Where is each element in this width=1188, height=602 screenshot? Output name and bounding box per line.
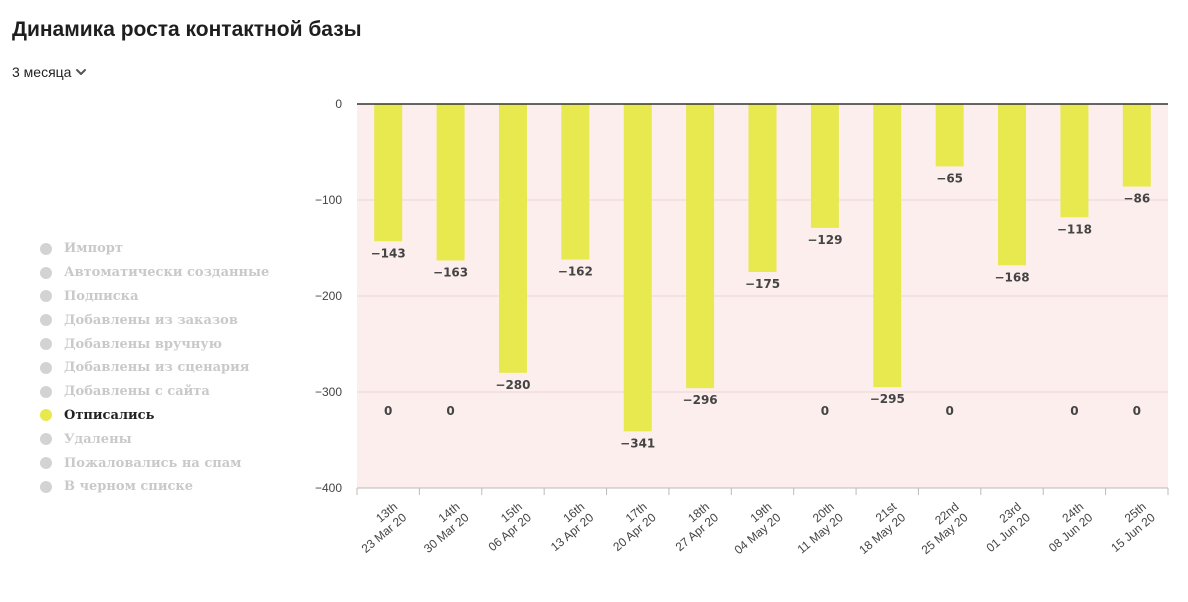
x-tick-label: 25th15 Jun 20 (1099, 499, 1158, 555)
legend-item[interactable]: Добавлены из заказов (40, 308, 269, 332)
legend-dot-icon (40, 314, 52, 327)
x-tick-label: 16th13 Apr 20 (539, 499, 597, 554)
y-tick-label: −300 (315, 385, 342, 399)
data-label: −341 (620, 436, 655, 450)
legend-item-label: Пожаловались на спам (64, 455, 242, 471)
legend-dot-icon (40, 338, 52, 351)
legend-item-label: Удалены (64, 431, 132, 447)
bar (1060, 104, 1089, 218)
data-label: −65 (936, 171, 963, 185)
zero-data-label: 0 (384, 404, 392, 418)
legend-item[interactable]: Добавлены вручную (40, 332, 269, 356)
x-tick-label: 24th08 Jun 20 (1037, 499, 1096, 555)
x-tick-label: 23rd01 Jun 20 (975, 499, 1034, 555)
legend-item-label: В черном списке (64, 479, 194, 495)
bar (498, 104, 527, 373)
data-label: −129 (807, 233, 842, 247)
zero-data-label: 0 (446, 404, 454, 418)
x-tick-label: 14th30 Mar 20 (412, 499, 472, 555)
legend-item[interactable]: В черном списке (40, 475, 269, 499)
legend-item[interactable]: Удалены (40, 427, 269, 451)
y-tick-label: 0 (335, 97, 342, 111)
legend-dot-icon (40, 266, 52, 279)
legend-item-label: Автоматически созданные (64, 265, 270, 281)
legend-item-label: Добавлены из заказов (64, 312, 238, 328)
bar (810, 104, 839, 228)
legend-item[interactable]: Подписка (40, 285, 269, 309)
bar (561, 104, 590, 260)
bar (998, 104, 1027, 266)
data-label: −296 (683, 393, 718, 407)
legend-item[interactable]: Импорт (40, 237, 269, 261)
data-label: −280 (495, 378, 530, 392)
period-dropdown-label: 3 месяца (12, 64, 72, 80)
legend-item[interactable]: Добавлены с сайта (40, 380, 269, 404)
y-tick-label: −400 (315, 481, 342, 495)
x-tick-label: 13th23 Mar 20 (350, 499, 410, 555)
period-dropdown[interactable]: 3 месяца (12, 64, 87, 80)
zero-data-label: 0 (945, 404, 953, 418)
x-tick-label: 21st18 May 20 (847, 499, 908, 557)
legend-item[interactable]: Добавлены из сценария (40, 356, 269, 380)
data-label: −295 (870, 392, 905, 406)
legend-item-label: Подписка (64, 288, 139, 304)
zero-data-label: 0 (1070, 404, 1078, 418)
legend-dot-icon (40, 361, 52, 374)
chevron-down-icon (76, 69, 87, 75)
y-tick-label: −100 (315, 193, 342, 207)
page-title: Динамика роста контактной базы (12, 18, 362, 41)
data-label: −118 (1057, 222, 1092, 236)
legend-dot-icon (40, 433, 52, 446)
bar (873, 104, 902, 388)
legend-dot-icon (40, 385, 52, 398)
legend-item-label: Добавлены из сценария (64, 360, 250, 376)
x-tick-label: 18th27 Apr 20 (664, 499, 722, 554)
chart-legend: Импорт Автоматически созданные Подписка Доб… (40, 237, 269, 499)
legend-item-label: Добавлены вручную (64, 336, 222, 352)
legend-item[interactable]: Пожаловались на спам (40, 451, 269, 475)
x-tick-label: 15th06 Apr 20 (477, 499, 535, 554)
zero-data-label: 0 (821, 404, 829, 418)
data-label: −162 (558, 265, 593, 279)
legend-item-label: Отписались (64, 407, 155, 423)
legend-item-label: Добавлены с сайта (64, 384, 210, 400)
legend-dot-icon (40, 480, 52, 493)
legend-dot-icon (40, 290, 52, 303)
legend-dot-icon (40, 409, 52, 422)
data-label: −163 (433, 265, 468, 279)
legend-dot-icon (40, 457, 52, 470)
bar (1122, 104, 1151, 187)
data-label: −168 (994, 270, 1029, 284)
legend-item-label: Импорт (64, 241, 123, 257)
x-tick-label: 19th04 May 20 (722, 499, 783, 557)
y-tick-label: −200 (315, 289, 342, 303)
data-label: −143 (371, 246, 406, 260)
x-tick-label: 22nd25 May 20 (910, 499, 971, 557)
zero-data-label: 0 (1133, 404, 1141, 418)
legend-dot-icon (40, 242, 52, 255)
x-tick-label: 20th11 May 20 (786, 499, 846, 556)
bar (623, 104, 652, 432)
bar (935, 104, 964, 167)
bar (748, 104, 777, 272)
bar (686, 104, 715, 389)
data-label: −175 (745, 277, 780, 291)
bar (374, 104, 403, 242)
legend-item[interactable]: Отписались (40, 404, 269, 428)
x-tick-label: 17th20 Apr 20 (601, 499, 659, 554)
legend-item[interactable]: Автоматически созданные (40, 261, 269, 285)
data-label: −86 (1123, 192, 1150, 206)
bar (436, 104, 465, 261)
